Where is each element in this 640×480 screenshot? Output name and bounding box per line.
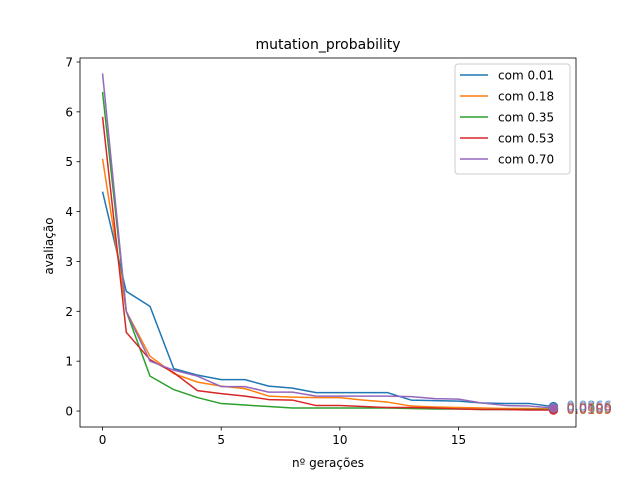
legend-label-0: com 0.01 [498, 69, 554, 83]
y-tick-label-7: 7 [65, 55, 73, 69]
end-value-label-1: 0.0405 [566, 402, 612, 417]
series-line-4 [101, 73, 554, 409]
y-tick-label-3: 3 [65, 255, 73, 269]
y-tick-label-6: 6 [65, 105, 73, 119]
y-tick-label-5: 5 [65, 155, 73, 169]
y-tick-label-0: 0 [65, 405, 73, 419]
x-tick-label-0: 0 [99, 433, 107, 447]
x-axis-label: nº gerações [292, 456, 364, 470]
chart-title: mutation_probability [255, 37, 400, 53]
y-tick-label-1: 1 [65, 355, 73, 369]
end-value-label-0: 0.0866 [566, 400, 612, 415]
y-tick-label-2: 2 [65, 305, 73, 319]
axes-frame [79, 57, 577, 428]
legend: com 0.01 com 0.18 com 0.35 com 0.53 com 0.70 [454, 63, 571, 175]
legend-label-2: com 0.35 [498, 111, 554, 125]
x-tick-label-3: 15 [451, 433, 466, 447]
end-value-label-2: 0.0300 [566, 403, 612, 418]
x-tick-label-1: 5 [217, 433, 225, 447]
x-tick-label-2: 10 [332, 433, 347, 447]
y-tick-label-4: 4 [65, 205, 73, 219]
legend-box [454, 63, 571, 175]
end-value-label-4: 0.0606 [566, 401, 612, 416]
series-line-3 [101, 116, 554, 411]
legend-label-4: com 0.70 [498, 153, 554, 167]
end-value-label-3: 0.0189 [566, 403, 612, 418]
legend-label-3: com 0.53 [498, 132, 554, 146]
legend-label-1: com 0.18 [498, 90, 554, 104]
end-marker-4 [548, 403, 559, 413]
y-axis-label: avaliação [42, 217, 56, 274]
